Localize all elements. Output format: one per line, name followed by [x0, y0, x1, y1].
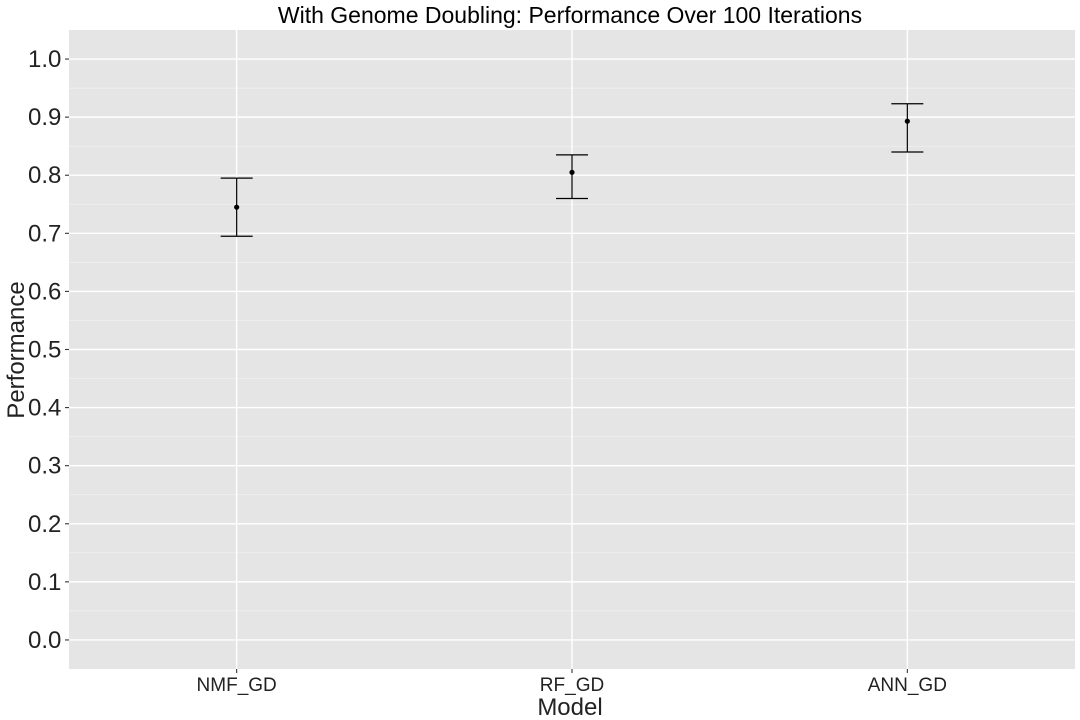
- y-tick-label: 0.6: [28, 278, 61, 305]
- y-tick-label: 0.8: [28, 162, 61, 189]
- error-bar-ann-gd: [891, 103, 924, 153]
- y-tick-label: 0.4: [28, 395, 61, 422]
- x-tick-label: NMF_GD: [197, 675, 277, 696]
- chart-title: With Genome Doubling: Performance Over 1…: [278, 2, 862, 28]
- mean-point: [234, 204, 240, 210]
- x-tick-label: ANN_GD: [868, 675, 947, 696]
- y-tick-label: 0.5: [28, 337, 61, 364]
- x-axis-title: Model: [537, 694, 602, 720]
- y-tick-label: 0.9: [28, 104, 61, 131]
- x-axis: NMF_GD RF_GD ANN_GD: [197, 669, 947, 696]
- x-tick-label: RF_GD: [540, 675, 604, 696]
- y-tick-label: 0.1: [28, 569, 61, 596]
- error-bar-rf-gd: [556, 154, 588, 200]
- y-tick-label: 0.7: [28, 220, 61, 247]
- data-marks: [220, 103, 924, 237]
- y-tick-label: 0.2: [28, 511, 61, 538]
- y-tick-label: 0.0: [28, 627, 61, 654]
- mean-point: [569, 169, 575, 175]
- y-axis: 0.0 0.1 0.2 0.3 0.4 0.5 0.6 0.7 0.8 0.9 1.0: [28, 46, 69, 654]
- y-axis-title: Performance: [3, 281, 30, 418]
- y-tick-label: 1.0: [28, 46, 61, 73]
- error-bar-nmf-gd: [220, 177, 253, 237]
- mean-point: [904, 118, 910, 124]
- y-tick-label: 0.3: [28, 453, 61, 480]
